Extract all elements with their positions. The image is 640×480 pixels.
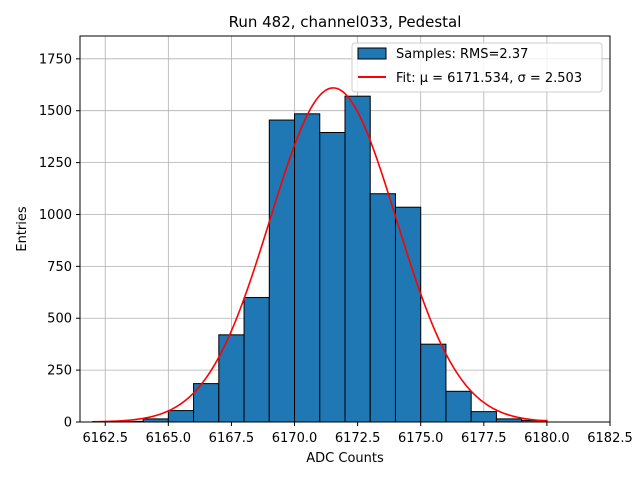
histogram-bars: [92, 95, 548, 423]
legend-samples-swatch: [357, 47, 387, 60]
fit-curve: [92, 87, 547, 423]
axis-ticks: 6162.5 6165.0 6167.5 6170.0 6172.5 6175.0 6177…: [39, 52, 633, 446]
histogram-bar: [445, 390, 472, 423]
histogram-bar: [420, 343, 447, 423]
x-tick-label: 6165.0: [146, 431, 192, 446]
legend-fit-label: Fit: μ = 6171.534, σ = 2.503: [396, 71, 582, 86]
histogram-bar: [369, 193, 396, 423]
histogram-bar: [167, 410, 195, 423]
x-tick-label: 6172.5: [335, 431, 381, 446]
plot-frame: [79, 35, 611, 423]
y-tick-label: 750: [47, 260, 72, 275]
histogram-bar: [268, 119, 296, 423]
histogram-bar: [470, 411, 497, 423]
histogram-bar: [243, 296, 270, 423]
y-tick-label: 1000: [39, 208, 72, 223]
x-tick-label: 6180.0: [524, 431, 570, 446]
y-tick-label: 1500: [39, 104, 72, 119]
legend: Samples: RMS=2.37 Fit: μ = 6171.534, σ =…: [351, 42, 603, 93]
x-tick-label: 6175.0: [398, 431, 444, 446]
x-tick-label: 6182.5: [587, 431, 633, 446]
histogram-bar: [294, 113, 321, 423]
histogram-bar: [394, 206, 422, 423]
y-tick-label: 500: [47, 312, 72, 327]
y-tick-label: 1750: [39, 52, 72, 67]
histogram-bar: [319, 132, 346, 423]
y-axis-label: Entries: [15, 206, 30, 252]
x-tick-label: 6167.5: [209, 431, 255, 446]
histogram-bar: [344, 95, 371, 423]
x-tick-label: 6162.5: [82, 431, 128, 446]
legend-box: [351, 42, 603, 93]
histogram-bar: [218, 334, 245, 423]
x-axis-label: ADC Counts: [306, 451, 384, 466]
y-tick-label: 250: [47, 364, 72, 379]
fit-curve-group: [92, 87, 547, 423]
x-tick-label: 6170.0: [272, 431, 318, 446]
y-tick-label: 0: [64, 416, 72, 431]
x-tick-label: 6177.5: [461, 431, 507, 446]
y-tick-label: 1250: [39, 156, 72, 171]
legend-samples-label: Samples: RMS=2.37: [396, 47, 528, 62]
chart-title: Run 482, channel033, Pedestal: [229, 13, 462, 31]
